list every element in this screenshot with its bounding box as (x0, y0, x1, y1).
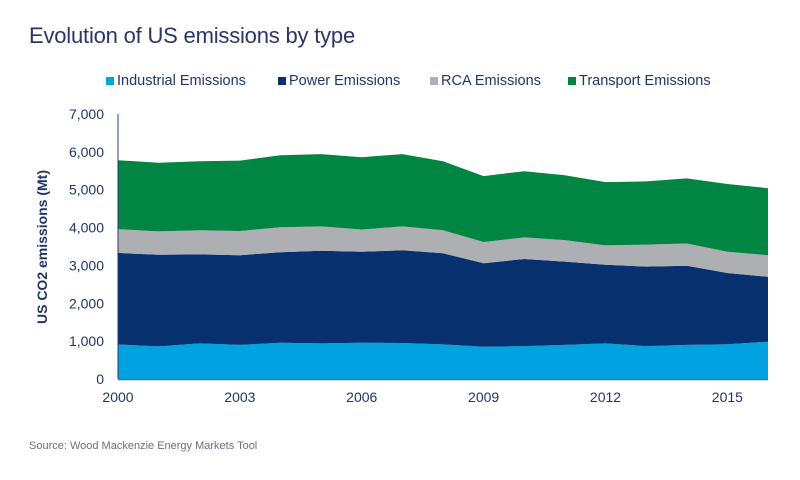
legend-swatch-transport (568, 77, 576, 85)
legend-swatch-industrial (106, 77, 114, 85)
y-tick-label: 1,000 (69, 333, 104, 349)
x-tick-label: 2015 (712, 389, 743, 405)
y-tick-label: 4,000 (69, 220, 104, 236)
y-axis-label: US CO2 emissions (Mt) (34, 170, 50, 324)
y-tick-label: 7,000 (69, 106, 104, 122)
source-note: Source: Wood Mackenzie Energy Markets To… (29, 440, 258, 452)
legend-item-industrial: Industrial Emissions (106, 73, 246, 89)
x-tick-label: 2012 (590, 389, 621, 405)
area-industrial-emissions (118, 341, 768, 379)
legend-label-transport: Transport Emissions (579, 73, 711, 89)
chart-legend: Industrial Emissions Power Emissions RCA… (0, 73, 800, 93)
y-tick-label: 2,000 (69, 295, 104, 311)
x-tick-label: 2003 (224, 389, 255, 405)
area-transport-emissions (118, 154, 768, 256)
x-axis-ticks: 2000 2003 2006 2009 2012 2015 (102, 389, 743, 405)
legend-label-power: Power Emissions (289, 73, 401, 89)
legend-label-industrial: Industrial Emissions (117, 73, 246, 89)
legend-swatch-rca (430, 77, 438, 85)
x-tick-label: 2009 (468, 389, 499, 405)
x-tick-label: 2006 (346, 389, 377, 405)
x-tick-label: 2000 (102, 389, 133, 405)
legend-swatch-power (278, 77, 286, 85)
series-areas (118, 154, 768, 379)
area-power-emissions (118, 250, 768, 347)
y-tick-label: 5,000 (69, 182, 104, 198)
legend-item-transport: Transport Emissions (568, 73, 711, 89)
y-tick-label: 6,000 (69, 144, 104, 160)
y-axis-ticks: 0 1,000 2,000 3,000 4,000 5,000 6,000 7,000 (69, 106, 104, 387)
legend-item-power: Power Emissions (278, 73, 400, 89)
chart-title: Evolution of US emissions by type (29, 23, 355, 48)
legend-item-rca: RCA Emissions (430, 73, 541, 89)
y-tick-label: 3,000 (69, 257, 104, 273)
y-tick-label: 0 (96, 371, 104, 387)
legend-label-rca: RCA Emissions (441, 73, 541, 89)
area-rca-emissions (118, 226, 768, 277)
